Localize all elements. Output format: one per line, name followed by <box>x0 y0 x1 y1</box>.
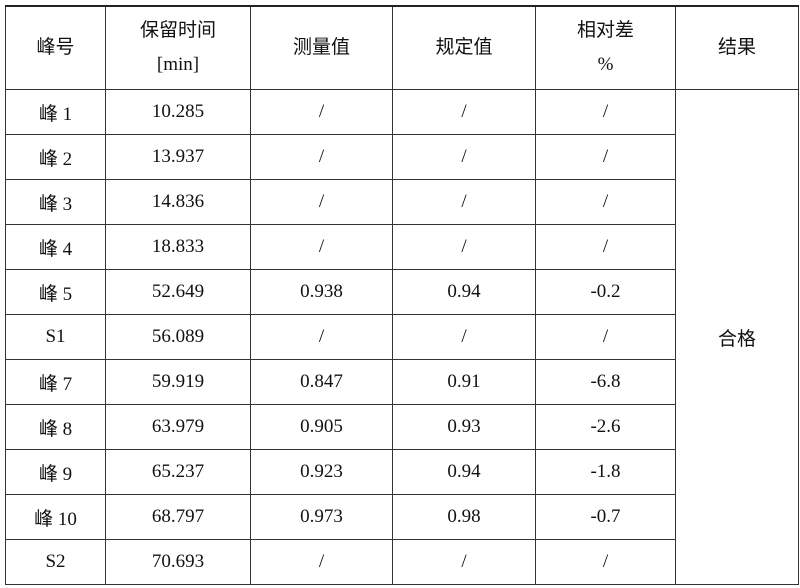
cell-rt: 14.836 <box>105 179 251 225</box>
cell-specified: / <box>392 314 536 360</box>
cell-peak: 峰 4 <box>5 224 106 270</box>
cell-diff: -1.8 <box>535 449 676 495</box>
header-diff-line1: 相对差 <box>576 20 634 41</box>
cell-rt: 63.979 <box>105 404 251 450</box>
cell-peak: 峰 9 <box>5 449 106 495</box>
cell-specified: 0.94 <box>392 449 536 495</box>
cell-peak: 峰 8 <box>5 404 106 450</box>
cell-diff: / <box>535 179 676 225</box>
cell-result: 合格 <box>675 89 799 585</box>
cell-rt: 56.089 <box>105 314 251 360</box>
cell-measured: / <box>250 179 393 225</box>
table-row: 峰 1 10.285// / 合格 <box>5 89 799 585</box>
header-row: 峰号 保留时间 [min] 测量值 规定值 相对差% 结果 <box>5 5 799 90</box>
header-specified: 规定值 <box>392 5 536 90</box>
cell-specified: / <box>392 179 536 225</box>
header-result: 结果 <box>675 5 799 90</box>
cell-measured: 0.847 <box>250 359 393 405</box>
cell-diff: / <box>535 134 676 180</box>
cell-measured: / <box>250 224 393 270</box>
cell-rt: 52.649 <box>105 269 251 315</box>
cell-rt: 18.833 <box>105 224 251 270</box>
cell-specified: 0.94 <box>392 269 536 315</box>
header-rt-line2: [min] <box>156 54 200 75</box>
cell-peak: S1 <box>5 314 106 360</box>
cell-measured: / <box>250 134 393 180</box>
cell-measured: 0.973 <box>250 494 393 540</box>
table-row: S2 70.693// / <box>5 539 799 585</box>
cell-diff: / <box>535 539 676 585</box>
header-retention-time: 保留时间 [min] <box>105 5 251 90</box>
cell-peak: 峰 7 <box>5 359 106 405</box>
cell-measured: / <box>250 539 393 585</box>
cell-peak: 峰 3 <box>5 179 106 225</box>
cell-peak: S2 <box>5 539 106 585</box>
cell-measured: 0.923 <box>250 449 393 495</box>
table-row: S1 56.089// / <box>5 314 799 360</box>
cell-rt: 70.693 <box>105 539 251 585</box>
cell-peak: 峰 10 <box>5 494 106 540</box>
cell-specified: / <box>392 134 536 180</box>
peak-results-table: 峰号 保留时间 [min] 测量值 规定值 相对差% 结果 峰 1 10.285//… <box>5 5 799 585</box>
table-row: 峰 9 65.237 0.923 0.94 -1.8 <box>5 449 799 495</box>
cell-rt: 68.797 <box>105 494 251 540</box>
cell-measured: 0.905 <box>250 404 393 450</box>
cell-measured: / <box>250 89 393 135</box>
cell-specified: 0.93 <box>392 404 536 450</box>
cell-specified: 0.91 <box>392 359 536 405</box>
cell-diff: -0.7 <box>535 494 676 540</box>
cell-rt: 13.937 <box>105 134 251 180</box>
cell-peak: 峰 2 <box>5 134 106 180</box>
cell-specified: 0.98 <box>392 494 536 540</box>
header-measured: 测量值 <box>250 5 393 90</box>
cell-rt: 65.237 <box>105 449 251 495</box>
cell-rt: 10.285 <box>105 89 251 135</box>
cell-specified: / <box>392 89 536 135</box>
cell-specified: / <box>392 539 536 585</box>
header-diff-line2: % <box>597 54 614 75</box>
cell-peak: 峰 5 <box>5 269 106 315</box>
table-row: 峰 2 13.937// / <box>5 134 799 180</box>
cell-diff: -6.8 <box>535 359 676 405</box>
table-row: 峰 5 52.649 0.938 0.94 -0.2 <box>5 269 799 315</box>
cell-measured: / <box>250 314 393 360</box>
header-peak: 峰号 <box>5 5 106 90</box>
table-row: 峰 10 68.797 0.973 0.98 -0.7 <box>5 494 799 540</box>
header-relative-diff: 相对差% <box>535 5 676 90</box>
cell-peak: 峰 1 <box>5 89 106 135</box>
cell-diff: -2.6 <box>535 404 676 450</box>
cell-diff: / <box>535 314 676 360</box>
cell-measured: 0.938 <box>250 269 393 315</box>
cell-specified: / <box>392 224 536 270</box>
table-row: 峰 4 18.833// / <box>5 224 799 270</box>
cell-diff: / <box>535 224 676 270</box>
header-rt-line1: 保留时间 <box>139 20 216 41</box>
cell-diff: -0.2 <box>535 269 676 315</box>
cell-rt: 59.919 <box>105 359 251 405</box>
cell-diff: / <box>535 89 676 135</box>
